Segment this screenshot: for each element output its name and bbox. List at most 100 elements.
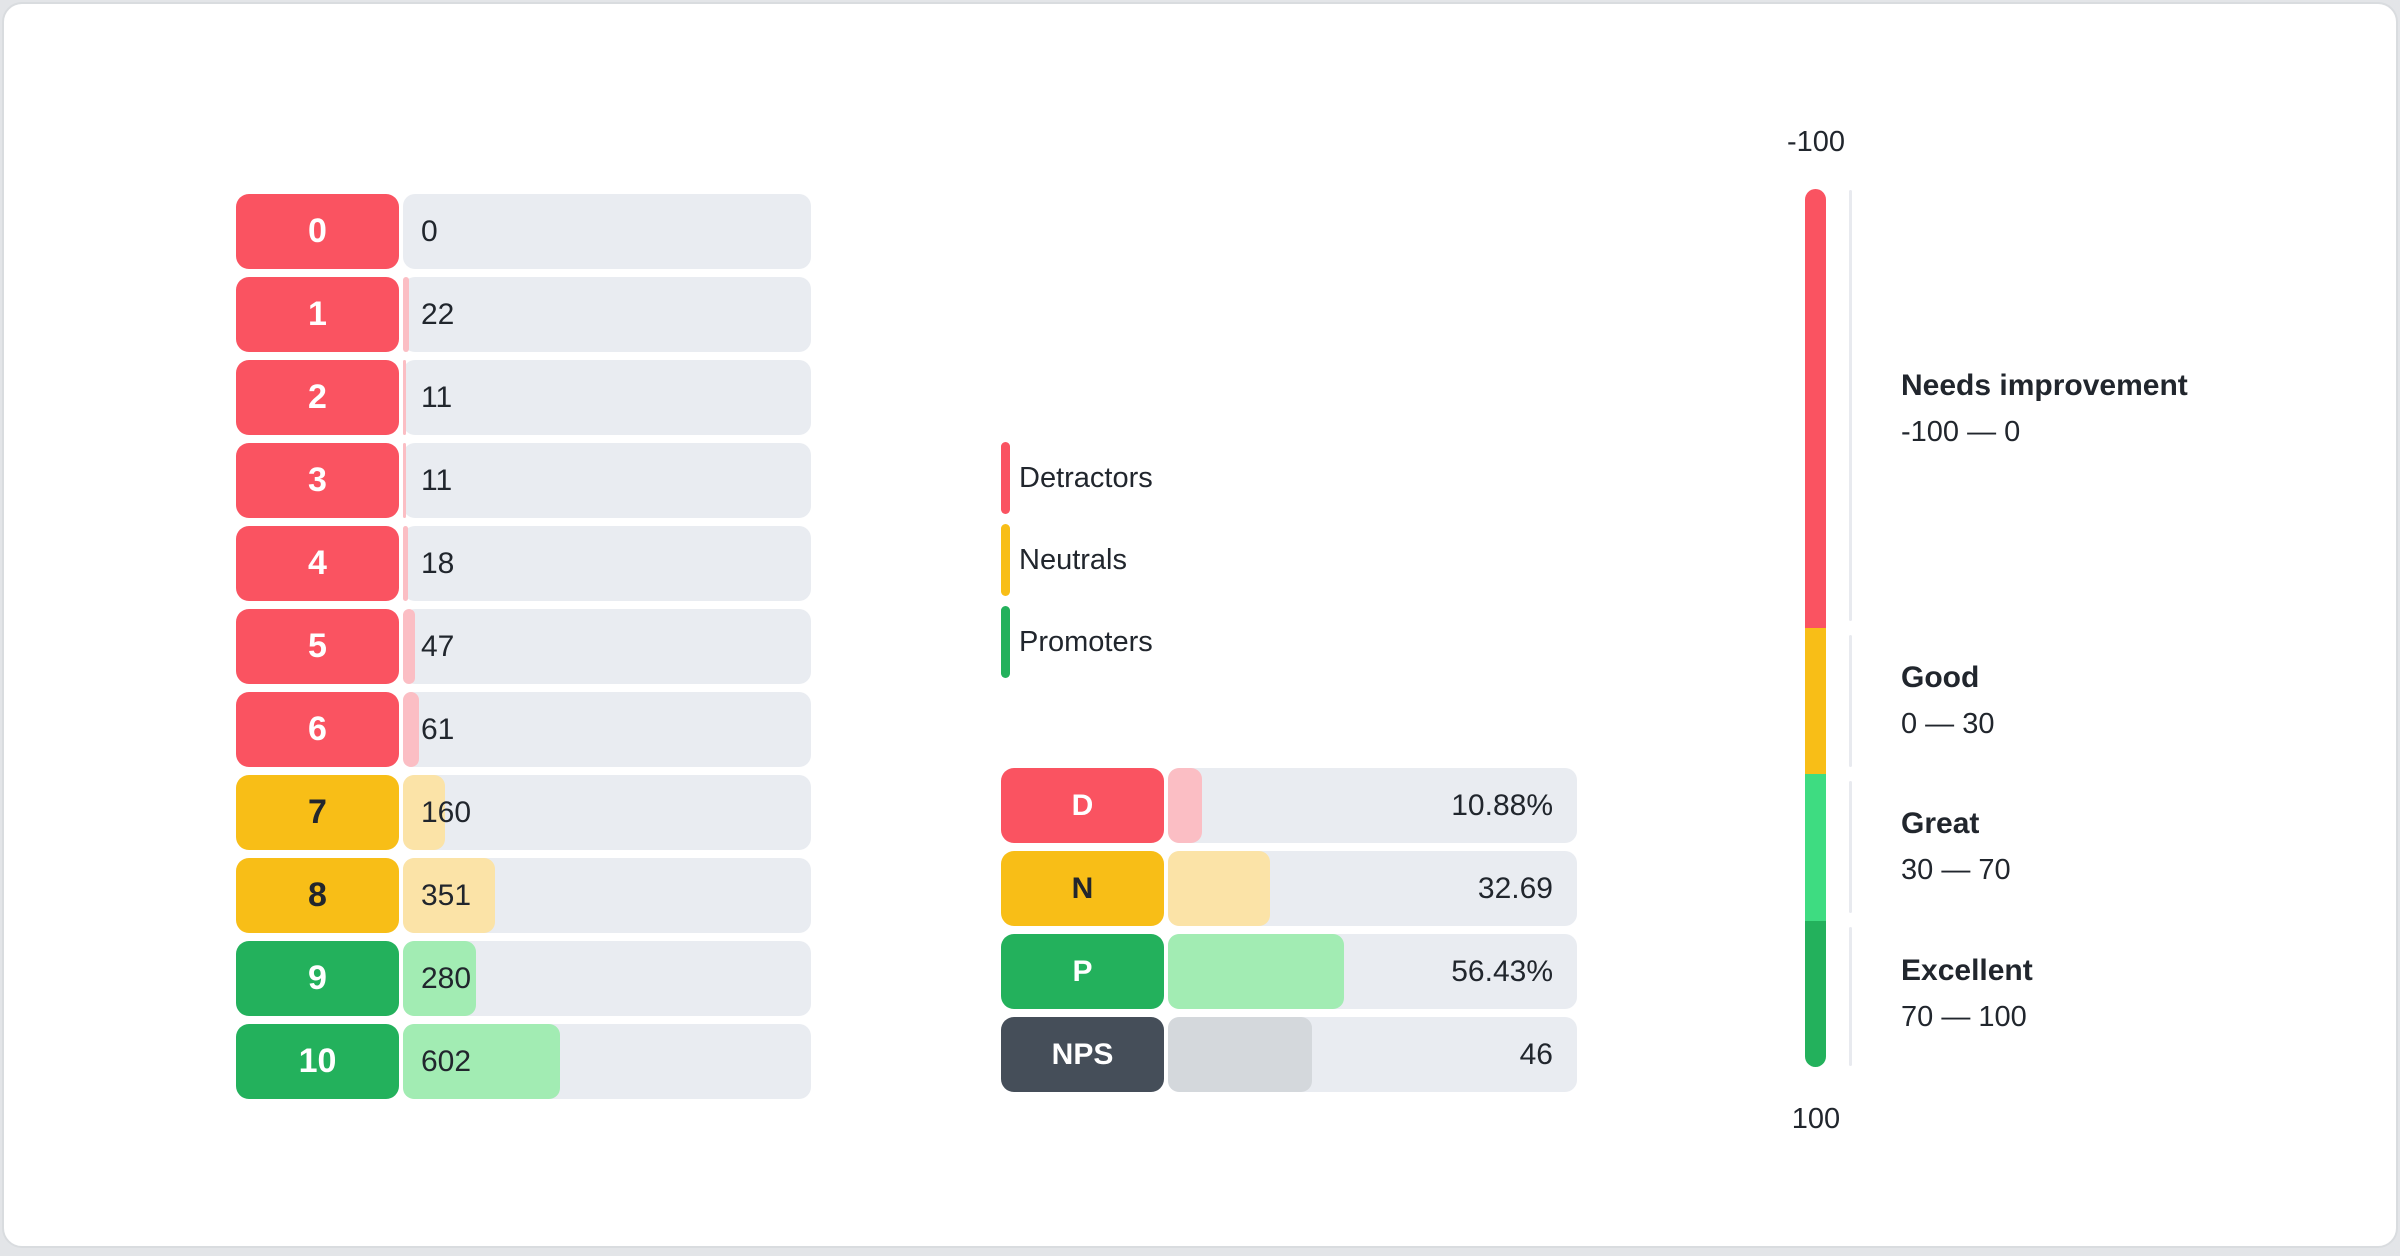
legend-label: Detractors [1019,461,1153,494]
score-row: 6 61 [236,692,811,767]
score-row: 8 351 [236,858,811,933]
score-fill [403,277,409,352]
gauge-axis-segment [1849,635,1852,767]
score-badge: 2 [236,360,399,435]
gauge-axis-segment [1849,780,1852,913]
summary-fill [1168,1017,1312,1092]
score-row: 1 22 [236,277,811,352]
score-badge: 10 [236,1024,399,1099]
score-fill [403,526,408,601]
gauge-zone-title: Excellent [1901,954,2033,987]
summary-badge: N [1001,851,1164,926]
score-count: 47 [421,629,455,663]
score-row: 2 11 [236,360,811,435]
score-fill [403,1024,561,1099]
gauge-segment [1805,774,1826,921]
score-row: 10 602 [236,1024,811,1099]
score-track: 280 [403,941,811,1016]
score-badge: 6 [236,692,399,767]
score-track: 18 [403,526,811,601]
legend-swatch [1001,606,1010,678]
score-row: 5 47 [236,609,811,684]
score-count: 22 [421,297,455,331]
score-row: 4 18 [236,526,811,601]
score-count: 18 [421,546,455,580]
gauge-segment [1805,628,1826,775]
score-track: 0 [403,194,811,269]
legend-swatch [1001,524,1010,596]
score-distribution-chart: 0 0 1 22 2 11 3 11 4 18 5 47 [236,194,811,1099]
gauge-segment [1805,920,1826,1067]
summary-fill [1168,934,1345,1009]
summary-fill [1168,768,1202,843]
legend-item: Detractors [1001,442,1153,514]
summary-value: 46 [1519,1037,1553,1071]
score-count: 351 [421,878,472,912]
nps-summary-chart: D 10.88% N 32.69 P 56.43% NPS 46 [1001,768,1577,1092]
summary-track: 46 [1168,1017,1577,1092]
summary-row: N 32.69 [1001,851,1577,926]
gauge-max-negative-label: -100 [1786,126,1846,158]
summary-row: D 10.88% [1001,768,1577,843]
gauge-zone-range: 30 — 70 [1901,854,2011,886]
summary-badge: P [1001,934,1164,1009]
summary-track: 56.43% [1168,934,1577,1009]
gauge-max-positive-label: 100 [1791,1103,1841,1135]
score-row: 7 160 [236,775,811,850]
legend-label: Neutrals [1019,543,1127,576]
gauge-zone-range: 0 — 30 [1901,708,1995,740]
score-badge: 0 [236,194,399,269]
score-fill [403,858,495,933]
score-count: 11 [421,380,453,414]
score-badge: 4 [236,526,399,601]
score-count: 602 [421,1044,472,1078]
score-row: 9 280 [236,941,811,1016]
score-badge: 5 [236,609,399,684]
legend-label: Promoters [1019,625,1153,658]
score-badge: 1 [236,277,399,352]
score-track: 22 [403,277,811,352]
legend-item: Promoters [1001,606,1153,678]
summary-value: 32.69 [1477,871,1553,905]
score-row: 3 11 [236,443,811,518]
score-fill [403,609,416,684]
score-badge: 7 [236,775,399,850]
score-track: 47 [403,609,811,684]
score-count: 0 [421,214,438,248]
gauge-axis-segment [1849,926,1852,1066]
score-row: 0 0 [236,194,811,269]
legend-item: Neutrals [1001,524,1153,596]
legend-swatch [1001,442,1010,514]
summary-value: 10.88% [1451,788,1553,822]
gauge-zone-label: Excellent 70 — 100 [1901,954,2033,1034]
gauge-zone-range: -100 — 0 [1901,416,2021,448]
score-track: 160 [403,775,811,850]
gauge-segment [1805,189,1826,628]
score-track: 602 [403,1024,811,1099]
summary-track: 32.69 [1168,851,1577,926]
summary-value: 56.43% [1451,954,1553,988]
summary-row: P 56.43% [1001,934,1577,1009]
score-count: 160 [421,795,472,829]
score-track: 11 [403,443,811,518]
summary-row: NPS 46 [1001,1017,1577,1092]
gauge-axis-segment [1849,190,1852,621]
score-track: 11 [403,360,811,435]
score-fill [403,941,477,1016]
score-fill [403,775,445,850]
score-count: 61 [421,712,455,746]
gauge-zone-title: Good [1901,661,1980,694]
gauge-zone-title: Great [1901,807,1980,840]
summary-badge: NPS [1001,1017,1164,1092]
gauge-zone-label: Good 0 — 30 [1901,661,1995,741]
gauge-zone-range: 70 — 100 [1901,1001,2027,1033]
score-fill [403,360,406,435]
chart-legend: Detractors Neutrals Promoters [1001,442,1153,678]
score-badge: 3 [236,443,399,518]
score-fill [403,443,406,518]
summary-badge: D [1001,768,1164,843]
score-fill [403,692,419,767]
gauge-zone-label: Needs improvement -100 — 0 [1901,369,2188,449]
